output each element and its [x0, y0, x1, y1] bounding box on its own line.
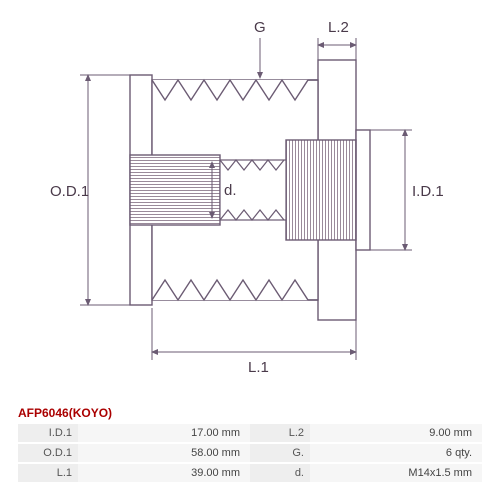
- label-id1: I.D.1: [412, 183, 444, 200]
- part-number: AFP6046(KOYO): [18, 406, 500, 420]
- spec-val: 6 qty.: [310, 443, 482, 463]
- label-l1: L.1: [248, 359, 269, 376]
- spec-val: 9.00 mm: [310, 424, 482, 443]
- table-row: O.D.1 58.00 mm G. 6 qty.: [18, 443, 482, 463]
- label-d: d.: [224, 182, 237, 199]
- table-row: I.D.1 17.00 mm L.2 9.00 mm: [18, 424, 482, 443]
- label-od1: O.D.1: [50, 183, 89, 200]
- spec-key: L.1: [18, 463, 78, 483]
- technical-drawing: O.D.1 I.D.1 L.1 L.2 G d.: [0, 0, 500, 400]
- spec-key: O.D.1: [18, 443, 78, 463]
- spec-val: 17.00 mm: [78, 424, 250, 443]
- spec-key: d.: [250, 463, 310, 483]
- spec-key: I.D.1: [18, 424, 78, 443]
- spec-val: 39.00 mm: [78, 463, 250, 483]
- spec-val: M14x1.5 mm: [310, 463, 482, 483]
- label-l2: L.2: [328, 19, 349, 36]
- spec-key: G.: [250, 443, 310, 463]
- spec-key: L.2: [250, 424, 310, 443]
- table-row: L.1 39.00 mm d. M14x1.5 mm: [18, 463, 482, 483]
- label-g: G: [254, 19, 266, 36]
- spec-val: 58.00 mm: [78, 443, 250, 463]
- spec-table: I.D.1 17.00 mm L.2 9.00 mm O.D.1 58.00 m…: [18, 424, 482, 484]
